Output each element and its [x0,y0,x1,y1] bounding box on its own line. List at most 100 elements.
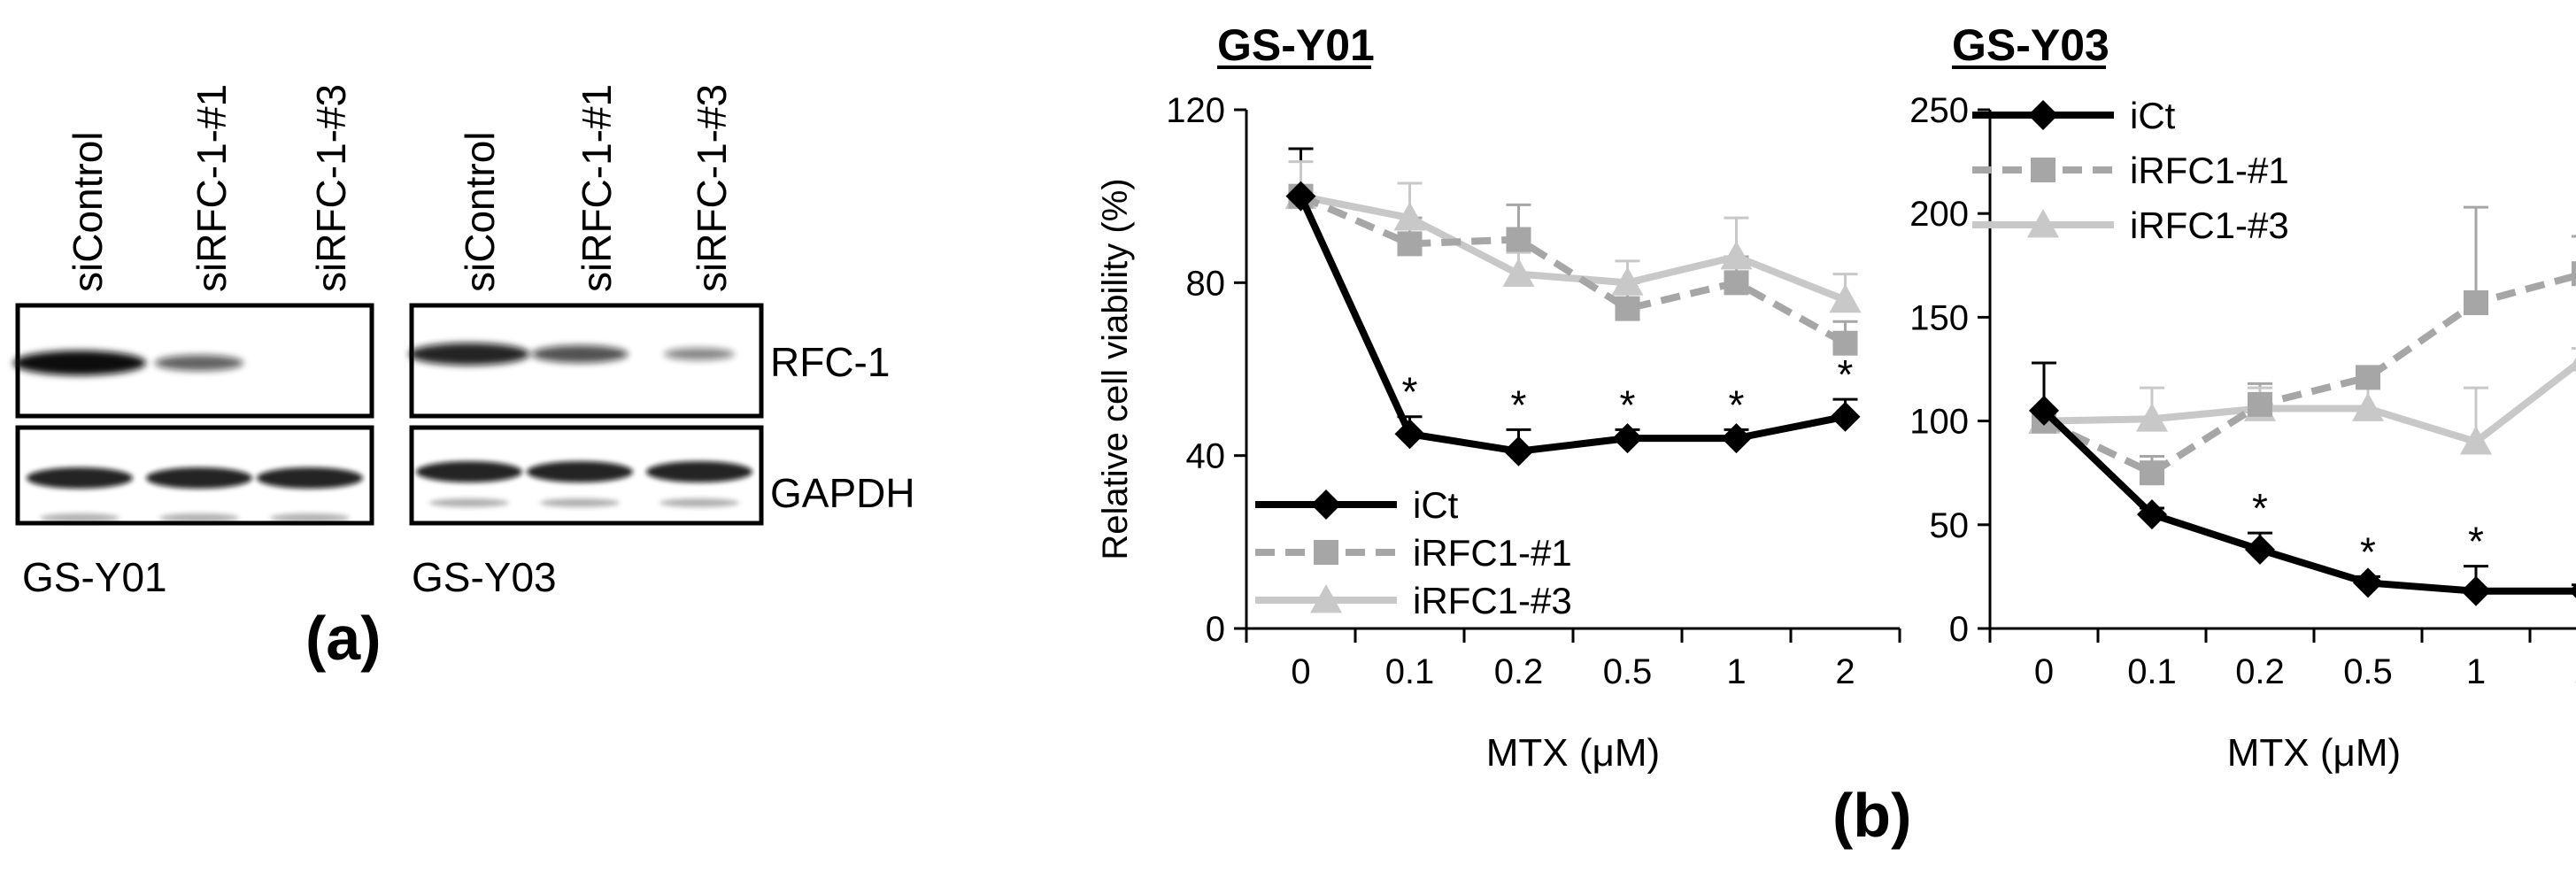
chart1-series-line-iRFC1-#3 [1300,192,1847,304]
band-gapdh-gs-y01-lane-3 [257,467,363,489]
chart2-marker-iCt [2029,395,2059,426]
band-faint-gs-y03-lane-3 [659,498,739,507]
chart2-y-tick-label: 250 [1909,91,1969,130]
cell-line-label-gsy01: GS-Y01 [22,554,167,600]
chart2-series-line-iRFC1-#1 [2042,272,2576,477]
lane-label-gsy03-3: siRFC-1-#3 [689,84,735,292]
chart2-marker-iRFC1-#3 [2352,392,2384,421]
chart2-marker-iRFC1-#3 [2568,357,2576,372]
chart2-legend-label-iCt: iCt [2130,95,2176,136]
lane-label-gsy03-2: siRFC-1-#1 [574,84,620,292]
chart2-marker-iRFC1-#1 [2248,391,2272,417]
chart2-y-tick-label: 50 [1930,506,1970,545]
chart1-y-axis-label: Relative cell viability (%) [1096,178,1135,559]
chart2-marker-iRFC1-#1 [2140,460,2164,486]
protein-label-gapdh: GAPDH [770,470,915,516]
chart1-legend-label-iRFC1-#1: iRFC1-#1 [1413,532,1572,574]
band-gapdh-gs-y03-lane-2 [527,461,633,482]
lane-label-gsy01-1: siControl [65,131,111,292]
chart1-x-tick-label: 0.1 [1385,652,1435,691]
chart1-marker-iRFC1-#1 [1615,296,1640,321]
chart2-legend-marker [2031,158,2055,182]
chart1-marker-iCt [1394,419,1425,450]
chart2-legend-label-iRFC1-#3: iRFC1-#3 [2130,204,2289,246]
chart1-marker-iCt [1503,436,1534,466]
band-faint-gs-y03-lane-2 [540,498,620,507]
chart1-legend-marker [1314,540,1338,565]
chart1-significance-mark: * [1620,382,1636,428]
chart1-y-tick-label: 0 [1206,610,1225,649]
chart2-x-tick-label: 0 [2034,652,2054,691]
chart1-x-tick-label: 0 [1291,652,1310,691]
chart1-series-line-iCt [1297,195,1847,455]
protein-label-rfc1: RFC-1 [770,339,890,385]
chart2-series-line-iCt [2041,407,2576,595]
band-rfc1-gs-y03-lane-2 [531,345,629,363]
chart2-significance-mark: * [2360,528,2376,574]
chart2-x-tick-label: 0.5 [2343,652,2393,691]
band-faint-gs-y01-lane-2 [159,513,239,522]
chart1-marker-iCt [1612,423,1643,454]
chart-gsy03: GS-Y03 0 50 100 150 200 250 0 0.1 0.2 0.5 1 2 MTX (μM… [1909,20,2576,775]
chart2-series-line-iRFC1-#3 [2043,360,2576,446]
chart1-x-tick-label: 2 [1835,652,1855,691]
chart1-marker-iRFC1-#3 [1393,202,1426,231]
chart1-marker-iRFC1-#3 [1502,258,1535,287]
cell-line-label-gsy03: GS-Y03 [412,554,557,600]
chart1-marker-iCt [1830,401,1861,432]
chart2-x-tick-label: 0.2 [2235,652,2285,691]
lane-label-gsy01-3: siRFC-1-#3 [308,84,354,292]
chart2-x-tick-label: 0.1 [2127,652,2177,691]
chart2-y-tick-label: 150 [1909,298,1969,337]
chart2-legend-label-iRFC1-#1: iRFC1-#1 [2130,150,2289,191]
chart1-legend-label-iCt: iCt [1413,484,1459,526]
chart1-marker-iRFC1-#1 [1832,330,1858,356]
chart2-y-tick-label: 100 [1909,403,1969,442]
band-gapdh-gs-y01-lane-2 [146,467,252,489]
chart1-marker-iCt [1721,423,1752,454]
chart2-marker-iRFC1-#1 [2464,289,2488,315]
chart2-y-tick-label: 200 [1909,195,1969,234]
panel-label-a: (a) [305,604,382,673]
chart1-title: GS-Y01 [1217,20,1375,70]
lane-label-gsy03-1: siControl [457,131,503,292]
band-gapdh-gs-y03-lane-1 [416,461,522,482]
chart1-x-axis-label: MTX (μM) [1486,731,1660,775]
chart2-significance-mark: * [2468,519,2484,565]
chart1-x-tick-label: 1 [1726,652,1746,691]
band-rfc1-gs-y01-lane-2 [154,354,244,372]
chart1-significance-mark: * [1511,382,1527,428]
chart1-marker-iRFC1-#1 [1506,227,1531,252]
lane-label-gsy01-2: siRFC-1-#1 [189,84,235,292]
band-faint-gs-y01-lane-3 [270,513,350,522]
chart1-marker-iRFC1-#3 [1611,266,1644,296]
band-rfc1-gs-y03-lane-1 [408,343,530,366]
chart1-legend-label-iRFC1-#3: iRFC1-#3 [1413,580,1572,621]
chart2-marker-iCt [2461,575,2491,606]
chart1-y-tick-label: 120 [1166,91,1225,130]
chart2-marker-iRFC1-#1 [2356,365,2380,390]
chart2-title: GS-Y03 [1952,20,2109,70]
blot-bands [13,343,752,522]
chart2-marker-iCt [2245,534,2275,565]
band-faint-gs-y03-lane-1 [429,498,509,507]
chart1-marker-iCt [1285,181,1316,212]
chart1-marker-iRFC1-#3 [1829,283,1862,313]
chart2-marker-iRFC1-#3 [2136,403,2168,432]
chart2-legend-marker [2027,209,2059,238]
band-rfc1-gs-y03-lane-3 [664,348,735,360]
chart1-x-tick-label: 0.5 [1603,652,1653,691]
chart2-legend-marker [2028,100,2058,130]
chart1-significance-mark: * [1402,369,1418,415]
band-gapdh-gs-y03-lane-3 [646,461,752,482]
chart2-x-axis-label: MTX (μM) [2227,731,2401,775]
chart2-x-tick-label: 2 [2574,652,2576,691]
chart1-marker-iRFC1-#1 [1724,270,1749,296]
band-gapdh-gs-y01-lane-1 [27,467,133,489]
chart2-marker-iCt [2569,583,2576,598]
chart1-legend-marker [1311,490,1341,520]
band-rfc1-gs-y01-lane-1 [13,351,146,375]
chart2-marker-iRFC1-#3 [2460,426,2492,455]
band-faint-gs-y01-lane-1 [40,513,120,522]
